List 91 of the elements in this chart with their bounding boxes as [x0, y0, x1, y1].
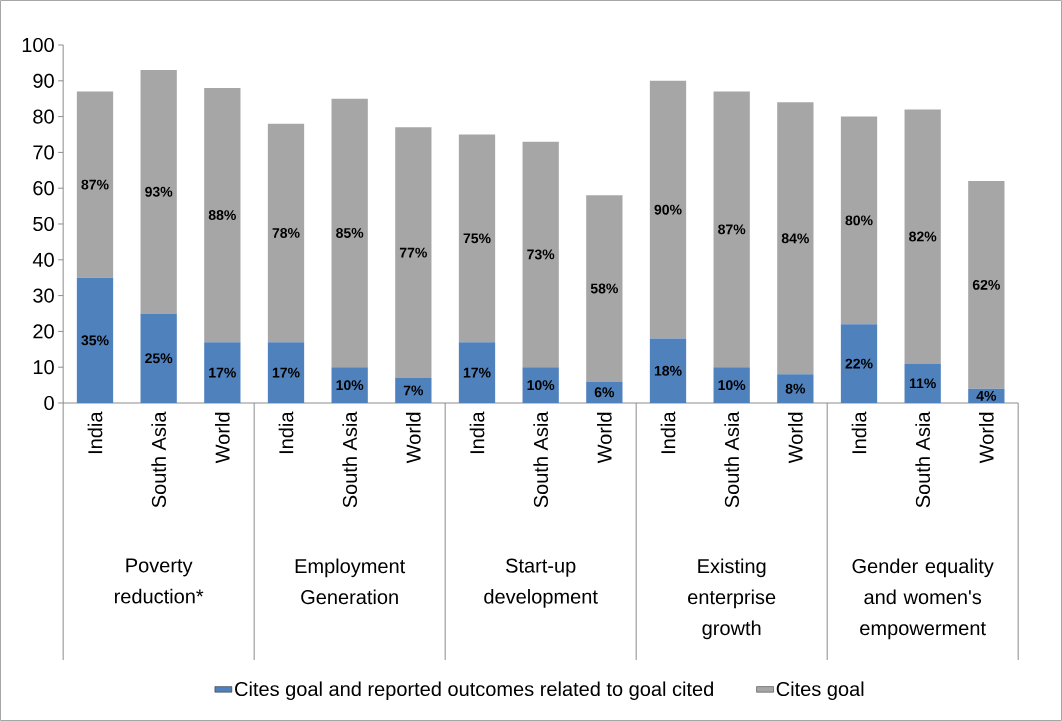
- text: Gender equality and women's empowerment: [852, 558, 994, 640]
- bar: [586, 195, 623, 382]
- bar: [331, 98, 368, 368]
- bar: [458, 134, 496, 343]
- y-tick-label: 30: [33, 288, 54, 303]
- x-tick-label: South Asia: [915, 411, 931, 508]
- data-label: 6%: [594, 387, 615, 398]
- bar: [713, 367, 750, 403]
- data-label: 4%: [976, 390, 997, 401]
- total-label: 90%: [654, 204, 682, 215]
- x-tick-label: World: [405, 412, 421, 464]
- legend-label: Cites goal and reported outcomes related to goal cited: [235, 681, 713, 701]
- x-tick-label: India: [851, 411, 867, 454]
- bar: [649, 80, 687, 339]
- bar: [522, 141, 559, 368]
- x-tick-label: India: [87, 411, 103, 454]
- data-label: 10%: [527, 380, 555, 391]
- total-label: 58%: [590, 283, 618, 294]
- total-label: 78%: [272, 227, 300, 238]
- y-tick-label: 100: [22, 37, 54, 53]
- x-tick-label: South Asia: [151, 411, 167, 508]
- bar: [777, 102, 814, 375]
- data-label: 35%: [81, 335, 109, 346]
- data-label: 17%: [209, 367, 236, 378]
- data-label: 17%: [272, 367, 300, 378]
- bar: [76, 277, 114, 403]
- bar: [840, 324, 878, 403]
- total-label: 84%: [781, 233, 809, 244]
- total-label: 77%: [399, 247, 427, 258]
- bar: [904, 363, 941, 403]
- y-tick-label: 20: [33, 324, 54, 339]
- y-tick-label: 0: [44, 395, 54, 411]
- bar: [76, 91, 114, 278]
- total-label: 73%: [527, 249, 555, 260]
- total-label: 62%: [972, 279, 1000, 290]
- data-label: 11%: [909, 378, 936, 389]
- total-label: 82%: [909, 231, 937, 242]
- y-tick-label: 10: [33, 360, 54, 375]
- text: Existing enterprise growth: [688, 558, 776, 640]
- data-label: 8%: [785, 383, 806, 394]
- bar: [331, 367, 368, 403]
- data-label: 17%: [463, 367, 491, 378]
- bar: [777, 374, 814, 403]
- x-tick-label: India: [469, 411, 485, 454]
- data-label: 25%: [145, 353, 173, 364]
- data-label: 10%: [336, 380, 364, 391]
- x-tick-label: India: [278, 411, 294, 454]
- total-label: 87%: [718, 224, 746, 235]
- x-tick-label: World: [214, 412, 230, 464]
- total-label: 88%: [208, 210, 236, 220]
- bar: [840, 116, 878, 325]
- bar: [267, 342, 305, 403]
- x-tick-label: South Asia: [342, 411, 358, 508]
- bar: [522, 367, 559, 403]
- total-label: 75%: [463, 233, 491, 244]
- total-label: 80%: [845, 215, 873, 226]
- data-label: 18%: [654, 365, 682, 376]
- data-label: 22%: [845, 358, 873, 369]
- total-label: 93%: [145, 186, 173, 197]
- legend-label: Cites goal: [776, 681, 864, 701]
- text: Poverty reduction*: [114, 558, 204, 604]
- y-tick-label: 90: [33, 73, 54, 88]
- bar: [140, 70, 177, 314]
- text: Employment Generation: [295, 558, 406, 605]
- x-tick-label: South Asia: [533, 411, 549, 508]
- y-tick-label: 60: [33, 181, 54, 196]
- data-label: 7%: [403, 385, 424, 396]
- y-tick-label: 80: [33, 109, 54, 124]
- bar: [713, 91, 750, 368]
- y-tick-label: 50: [33, 216, 54, 232]
- total-label: 85%: [336, 227, 364, 238]
- total-label: 87%: [81, 179, 109, 190]
- x-tick-label: World: [596, 412, 612, 464]
- bar: [204, 87, 241, 343]
- x-tick-label: South Asia: [724, 411, 740, 508]
- text: Start-up development: [484, 558, 598, 608]
- x-tick-label: India: [660, 411, 676, 454]
- bar: [904, 109, 941, 364]
- bar: [649, 338, 687, 403]
- bar: [267, 123, 305, 343]
- y-tick-label: 70: [33, 145, 54, 160]
- data-label: 10%: [718, 380, 746, 391]
- x-tick-label: World: [787, 412, 803, 464]
- bar: [395, 377, 432, 403]
- bar: [140, 313, 177, 403]
- bar: [458, 342, 496, 403]
- bar: [968, 181, 1005, 389]
- bar: [395, 127, 432, 378]
- x-tick-label: World: [978, 412, 994, 464]
- bar: [204, 342, 241, 403]
- y-tick-label: 40: [32, 252, 54, 267]
